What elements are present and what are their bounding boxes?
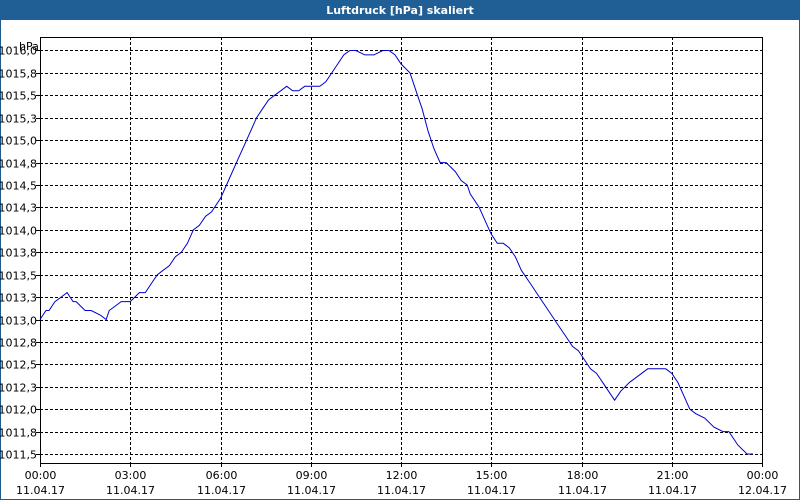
y-tick-label: 1012,5 [0, 359, 37, 372]
y-tick-label: 1013,5 [0, 270, 37, 283]
y-tick-label: 1015,8 [0, 68, 37, 81]
x-tick-time-label: 00:00 [747, 469, 779, 482]
x-tick-date-label: 11.04.17 [287, 484, 336, 497]
x-tick-time-label: 12:00 [386, 469, 418, 482]
y-tick-label: 1011,5 [0, 449, 37, 462]
y-tick-label: 1014,3 [0, 202, 37, 215]
x-tick-time-label: 00:00 [25, 469, 57, 482]
x-tick-date-label: 11.04.17 [648, 484, 697, 497]
y-tick-label: 1011,8 [0, 427, 37, 440]
chart-title: Luftdruck [hPa] skaliert [0, 0, 800, 20]
x-tick-date-label: 11.04.17 [16, 484, 65, 497]
grid [40, 37, 762, 463]
y-tick-label: 1015,3 [0, 113, 37, 126]
x-tick-date-label: 11.04.17 [106, 484, 155, 497]
x-tick-date-label: 11.04.17 [377, 484, 426, 497]
x-tick-date-label: 11.04.17 [558, 484, 607, 497]
y-tick-label: 1013,0 [0, 315, 37, 328]
y-tick-label: 1012,8 [0, 337, 37, 350]
y-axis: 1016,0 1015,8 1015,5 1015,3 1015,0 1014,8 1014… [0, 45, 40, 462]
y-tick-label: 1014,5 [0, 180, 37, 193]
y-tick-label: 1016,0 [0, 45, 37, 58]
y-tick-label: 1013,8 [0, 247, 37, 260]
x-tick-date-label: 11.04.17 [467, 484, 516, 497]
x-axis: 00:00 11.04.17 03:00 11.04.17 06:00 11.04.17 0… [16, 463, 787, 497]
x-tick-time-label: 18:00 [567, 469, 599, 482]
x-tick-time-label: 15:00 [476, 469, 508, 482]
x-tick-date-label: 12.04.17 [738, 484, 787, 497]
y-tick-label: 1012,3 [0, 382, 37, 395]
y-axis-label: hPa [19, 40, 39, 53]
x-tick-date-label: 11.04.17 [197, 484, 246, 497]
series-line [39, 50, 753, 455]
x-tick-time-label: 03:00 [115, 469, 147, 482]
x-tick-time-label: 21:00 [657, 469, 689, 482]
y-tick-label: 1012,0 [0, 404, 37, 417]
y-tick-label: 1015,0 [0, 135, 37, 148]
y-tick-label: 1015,5 [0, 90, 37, 103]
y-tick-label: 1014,0 [0, 225, 37, 238]
x-tick-time-label: 06:00 [206, 469, 238, 482]
y-tick-label: 1014,8 [0, 158, 37, 171]
y-tick-label: 1013,3 [0, 292, 37, 305]
x-tick-time-label: 09:00 [296, 469, 328, 482]
